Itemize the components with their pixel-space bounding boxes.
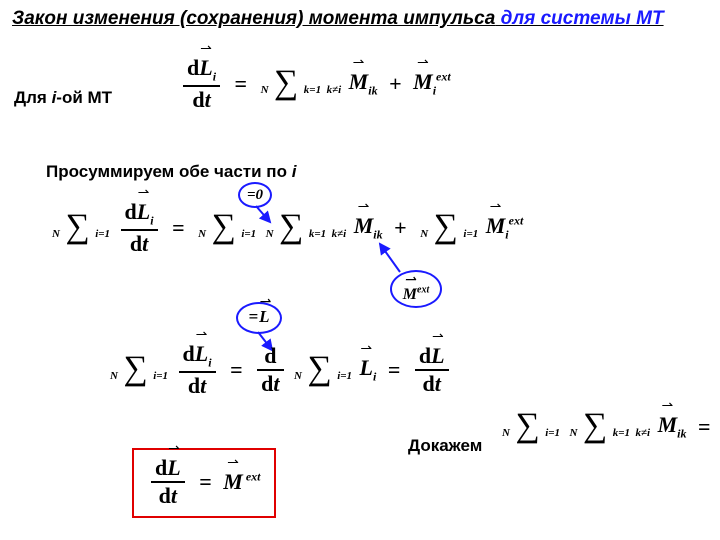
label-sum-over-i: Просуммируем обе части по i: [46, 162, 296, 182]
equation-3: N ∑ i=1 dLi dt = d dt N ∑ i=1 Li = dL dt: [108, 342, 452, 398]
callout-m-ext: Mext: [390, 270, 442, 308]
page-title: Закон изменения (сохранения) момента имп…: [12, 8, 664, 30]
equation-4: N ∑ i=1 N ∑ k=1 k≠i Mik = 0: [500, 412, 720, 442]
callout-equals-L: =L: [236, 302, 282, 334]
callout-zero-text: =0: [247, 187, 263, 203]
result-box: dL dt = M ext: [132, 448, 276, 518]
label-for-i: Для i-ой МТ: [14, 88, 112, 108]
equation-2: N ∑ i=1 dLi dt = N ∑ i=1 N ∑ k=1 k≠i Mik…: [50, 200, 523, 256]
title-part1: Закон изменения (сохранения) момента имп…: [12, 8, 495, 29]
label-prove: Докажем: [408, 436, 482, 456]
callout-equals-zero: =0: [238, 182, 272, 208]
title-part2: для системы МТ: [495, 8, 663, 29]
equation-1: dLi dt = N ∑ k=1 k≠i Mik + Miext: [180, 56, 451, 112]
